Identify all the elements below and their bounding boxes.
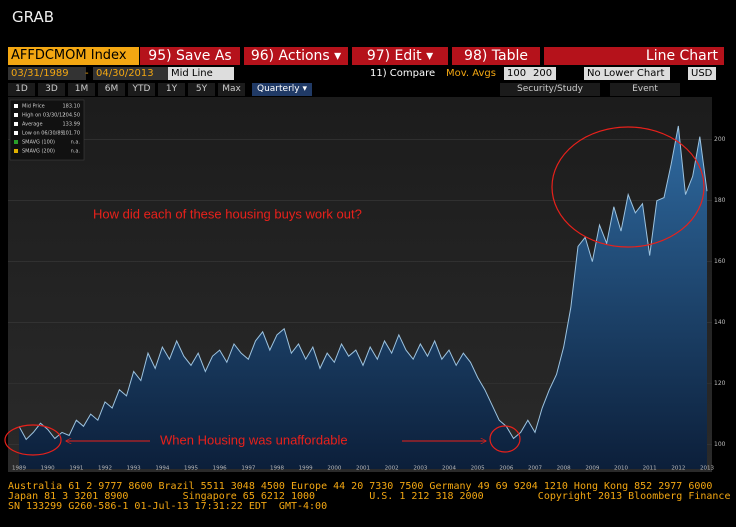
menu-table[interactable]: 98) Table [452,47,540,65]
y-tick-label: 180 [714,197,726,204]
window-title: GRAB [12,8,54,26]
legend-value: 101.70 [63,131,81,137]
highlight-circle [551,126,705,248]
chart: 100 120 140 160 180 200 1989 1990 1991 1992 1993 19… [4,97,726,472]
period-button[interactable]: 1D [8,83,35,96]
legend-swatch [14,140,18,144]
x-tick-label: 2013 [700,466,714,472]
y-tick-label: 160 [714,258,726,265]
menu-save-as[interactable]: 95) Save As [140,47,240,65]
mov-avgs: Mov. Avgs [446,68,496,79]
x-tick-label: 2009 [585,466,599,472]
footer-line: SN 133299 G260-586-1 01-Jul-13 17:31:22 … [8,501,328,512]
x-tick-label: 1995 [184,466,198,472]
legend-label: Average [22,122,43,128]
x-tick-label: 2011 [643,466,657,472]
compare[interactable]: 11) Compare [370,68,436,79]
legend-swatch [14,149,18,153]
field-select[interactable]: Mid Line [168,67,234,80]
y-tick-label: 120 [714,380,726,387]
x-tick-label: 1993 [127,466,141,472]
date-sep: - [85,68,89,79]
legend-value: n.a. [71,149,81,155]
period-button[interactable]: 1M [68,83,95,96]
legend-value: 183.10 [63,104,81,110]
x-tick-label: 2008 [557,466,571,472]
legend-swatch [14,113,18,117]
x-tick-label: 1992 [98,466,112,472]
x-tick-label: 2000 [327,466,341,472]
x-tick-label: 1989 [12,466,26,472]
legend-swatch [14,122,18,126]
x-tick-label: 2004 [442,466,456,472]
legend-value: n.a. [71,140,81,146]
period-button[interactable]: 6M [98,83,125,96]
event[interactable]: Event [610,83,680,96]
start-date[interactable]: 03/31/1989 [8,67,86,80]
security-ticker[interactable]: AFFDCMOM Index [8,47,139,65]
legend-value: 133.99 [63,122,81,128]
legend-label: SMAVG (200) [22,149,55,155]
x-tick-label: 1997 [241,466,255,472]
legend-swatch [14,131,18,135]
legend-value: 204.50 [63,113,81,119]
period-button[interactable]: Max [218,83,245,96]
end-date[interactable]: 04/30/2013 [93,67,169,80]
highlight-circle [489,425,521,453]
chart-type[interactable]: Line Chart [544,47,724,65]
x-tick-label: 2007 [528,466,542,472]
frequency[interactable]: Quarterly ▾ [252,83,312,96]
lower-chart[interactable]: No Lower Chart [584,67,670,80]
y-tick-label: 200 [714,136,726,143]
x-tick-label: 1991 [69,466,83,472]
currency[interactable]: USD [688,67,716,80]
annotation: When Housing was unaffordable [160,432,348,447]
x-tick-label: 2012 [671,466,685,472]
menu-edit[interactable]: 97) Edit ▾ [352,47,448,65]
x-tick-label: 1990 [41,466,55,472]
footer-line: Australia 61 2 9777 8600 Brazil 5511 304… [8,481,713,492]
ma-1[interactable]: 100 [504,67,530,80]
period-button[interactable]: 3D [38,83,65,96]
x-tick-label: 1994 [155,466,169,472]
x-tick-label: 2006 [499,466,513,472]
x-tick-label: 1998 [270,466,284,472]
x-tick-label: 2001 [356,466,370,472]
x-tick-label: 1999 [299,466,313,472]
legend-label: Mid Price [22,104,45,110]
area-fill [19,125,707,469]
period-button[interactable]: 1Y [158,83,185,96]
legend-box [9,99,85,161]
legend-label: High on 03/30/12 [22,113,65,119]
legend-label: SMAVG (100) [22,140,55,146]
period-button[interactable]: YTD [128,83,155,96]
security-study[interactable]: Security/Study [500,83,600,96]
footer-line: Japan 81 3 3201 8900 Singapore 65 6212 1… [8,491,736,502]
y-tick-label: 100 [714,441,726,448]
ma-2[interactable]: 200 [530,67,556,80]
x-tick-label: 2003 [413,466,427,472]
legend-label: Low on 06/30/89 [22,131,64,137]
x-tick-label: 2005 [471,466,485,472]
legend-swatch [14,104,18,108]
x-tick-label: 1996 [213,466,227,472]
y-tick-label: 140 [714,319,726,326]
x-tick-label: 2010 [614,466,628,472]
highlight-circle [4,424,62,456]
period-button[interactable]: 5Y [188,83,215,96]
price-line [18,125,708,441]
x-tick-label: 2002 [385,466,399,472]
annotation: How did each of these housing buys work … [93,206,362,221]
footer: Australia 61 2 9777 8600 Brazil 5511 304… [8,482,736,512]
menu-actions[interactable]: 96) Actions ▾ [244,47,348,65]
